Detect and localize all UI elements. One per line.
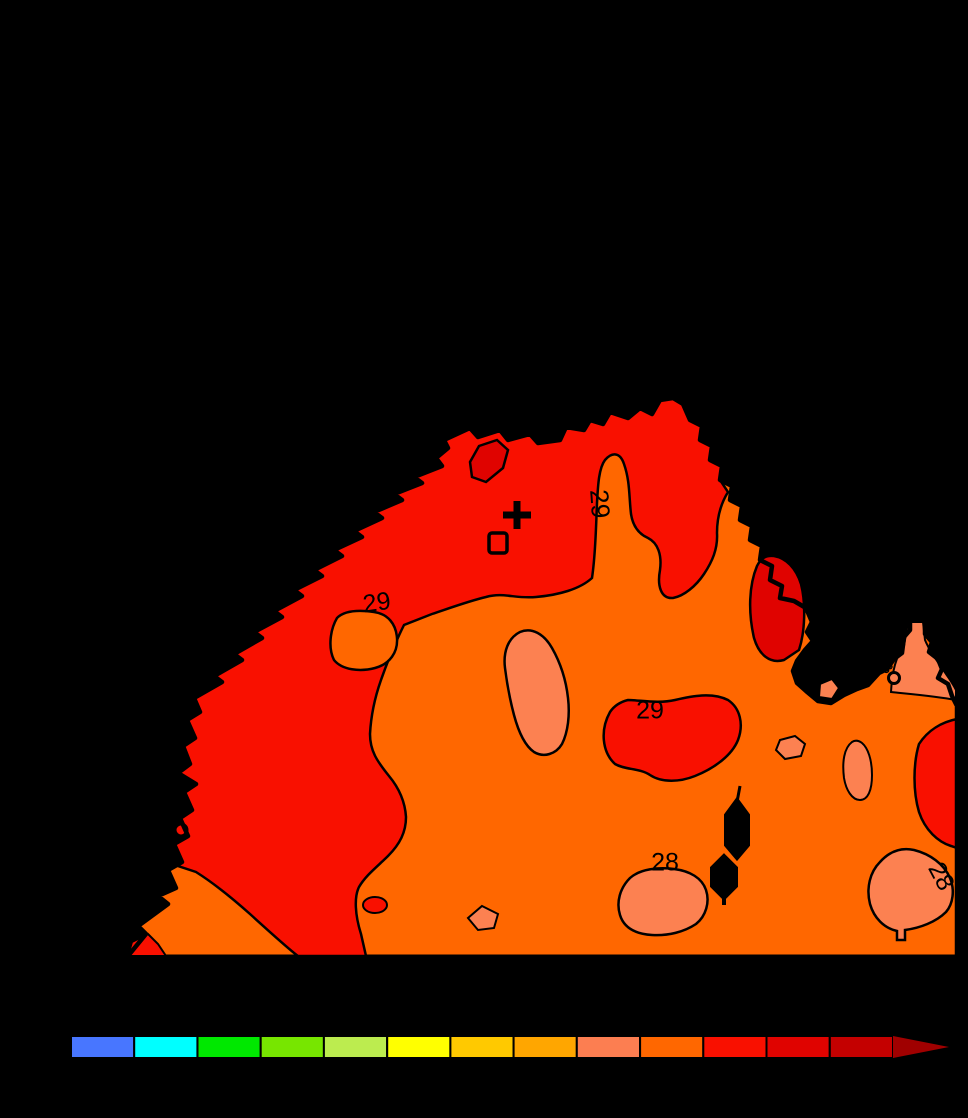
colorbar-segment [196, 1035, 262, 1059]
colorbar-segment [702, 1035, 768, 1059]
colorbar-segment [322, 1035, 389, 1059]
coastline [126, 395, 960, 958]
plus-marker [503, 501, 531, 529]
contour-label-28-a: 28 [651, 849, 679, 877]
islet-dot-1 [860, 653, 868, 661]
colorbar-segment [133, 1035, 199, 1059]
island-square-outline [487, 531, 509, 555]
colorbar-segment [765, 1035, 831, 1059]
colorbar-segment [449, 1035, 515, 1059]
colorbar-segment [70, 1035, 136, 1059]
colorbar-segment [575, 1035, 641, 1059]
contour-region-orange-blob [329, 609, 399, 672]
contour-region-red-rightedge [913, 717, 959, 850]
contour-label-29-c: 29 [636, 697, 664, 725]
contour-region-salmon-bottom-right [867, 847, 955, 942]
contour-region-salmon-bottom-center [617, 867, 709, 937]
colorbar-segment [828, 1035, 894, 1059]
island-circle-east [887, 671, 901, 685]
colorbar-segment [639, 1035, 705, 1059]
contour-region-red-center [602, 694, 742, 782]
contour-region-salmon-small-oval-east [842, 739, 874, 802]
contour-label-29-a: 29 [584, 488, 616, 519]
islet-dot-2 [872, 662, 878, 668]
colorbar-arrow [893, 1036, 949, 1058]
island-outline-north [724, 796, 750, 862]
colorbar-segment [259, 1035, 325, 1059]
colorbar-segment [512, 1035, 578, 1059]
contour-region-salmon-hexagon [774, 734, 807, 761]
contour-region-salmon-pentagon [817, 677, 841, 701]
colorbar-segment [386, 1035, 452, 1059]
contour-label-29-b: 29 [361, 587, 392, 619]
contour-region-darkred-eastcoast [748, 554, 806, 663]
island-stem-line [735, 785, 742, 803]
contour-region-red-sw-corner [126, 932, 168, 957]
contour-region-salmon-center-oval [503, 629, 570, 756]
contour-region-darkred-north [468, 438, 510, 484]
contour-region-salmon-diamond [466, 904, 500, 932]
contour-region-red-small-oval [362, 896, 388, 914]
island-outline-south [710, 853, 738, 905]
colorbar [70, 1035, 949, 1059]
